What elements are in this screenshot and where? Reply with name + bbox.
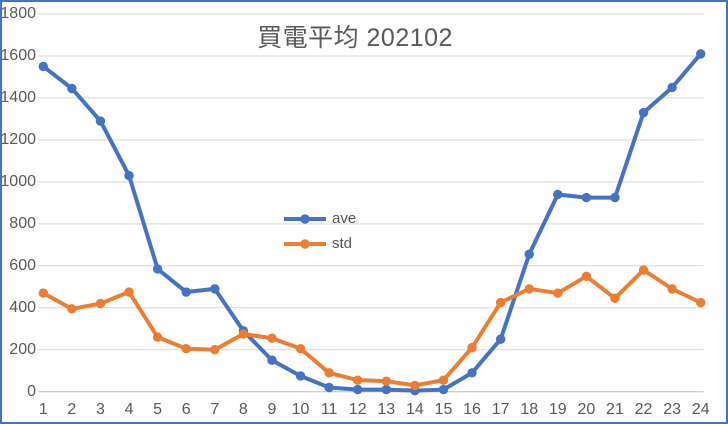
marker-std [238,329,249,339]
marker-std [324,368,334,378]
legend-label: std [332,235,353,252]
legend: ave std [282,206,356,256]
marker-std [95,298,106,309]
y-tick-label: 400 [9,298,36,316]
y-tick-label: 1400 [0,88,36,106]
y-tick-label: 1800 [0,5,36,22]
legend-label: ave [332,210,357,227]
x-tick-label: 19 [548,401,567,418]
marker-ave [553,189,563,200]
marker-ave [581,192,592,203]
marker-std [696,297,706,308]
x-tick-label: 13 [377,401,396,418]
marker-ave [524,249,534,259]
x-tick-label: 7 [210,401,220,418]
legend-item-ave: ave [282,206,356,231]
marker-std [181,343,191,354]
x-tick-label: 5 [153,401,163,418]
marker-ave [267,355,277,365]
x-tick-label: 22 [634,401,653,418]
legend-marker-std [284,238,326,249]
x-tick-label: 18 [520,401,539,418]
marker-std [295,343,306,354]
x-tick-label: 6 [181,401,191,418]
marker-std [667,284,677,294]
x-tick-label: 16 [463,401,481,418]
marker-ave [95,116,106,126]
marker-ave [124,170,134,181]
x-tick-label: 8 [238,401,248,418]
marker-ave [667,82,677,93]
x-tick-label: 3 [96,401,105,418]
marker-std [267,333,277,343]
x-tick-label: 14 [405,401,424,418]
x-tick-label: 1 [38,401,48,418]
marker-std [353,375,363,385]
y-tick-label: 1600 [0,46,36,64]
x-tick-label: 21 [606,401,624,418]
marker-std [495,297,506,308]
series-line-std [41,267,703,388]
marker-std [381,376,391,386]
marker-ave [438,384,449,395]
marker-std [467,342,477,353]
marker-ave [181,287,191,297]
marker-ave [610,192,620,203]
marker-ave [67,83,77,94]
chart-title: 買電平均 202102 [257,24,453,52]
y-tick-label: 1200 [0,130,36,148]
marker-ave [324,382,334,393]
marker-ave [381,384,391,395]
marker-std [438,375,449,385]
y-tick-label: 800 [9,214,36,232]
marker-std [67,304,77,314]
marker-std [581,271,592,281]
x-tick-label: 9 [267,401,277,418]
x-tick-label: 23 [663,401,682,418]
marker-std [610,293,620,304]
x-tick-label: 4 [124,401,134,418]
marker-std [553,288,563,298]
marker-std [210,345,220,355]
x-tick-label: 20 [577,401,596,418]
x-tick-label: 11 [320,401,338,418]
marker-ave [152,264,163,274]
y-tick-label: 1000 [0,172,36,190]
y-tick-label: 200 [9,340,36,358]
marker-std [524,284,534,294]
marker-std [638,265,649,275]
marker-ave [467,368,477,378]
marker-std [152,332,163,342]
marker-ave [696,49,706,59]
x-tick-label: 12 [348,401,367,418]
legend-item-std: std [282,231,356,256]
marker-ave [38,61,48,72]
x-tick-label: 10 [291,401,310,418]
series-line-ave [41,51,703,393]
marker-std [38,288,48,298]
marker-ave [295,371,306,381]
x-tick-label: 17 [491,401,510,418]
marker-ave [495,334,506,344]
x-tick-label: 15 [434,401,453,418]
y-tick-label: 0 [27,382,36,400]
y-tick-label: 600 [9,256,36,274]
legend-marker-ave [284,213,326,224]
marker-ave [210,284,220,294]
marker-ave [638,107,649,118]
marker-std [124,287,134,297]
marker-std [410,380,420,391]
marker-ave [353,384,363,395]
x-tick-label: 24 [691,401,710,418]
x-tick-label: 2 [67,401,77,418]
